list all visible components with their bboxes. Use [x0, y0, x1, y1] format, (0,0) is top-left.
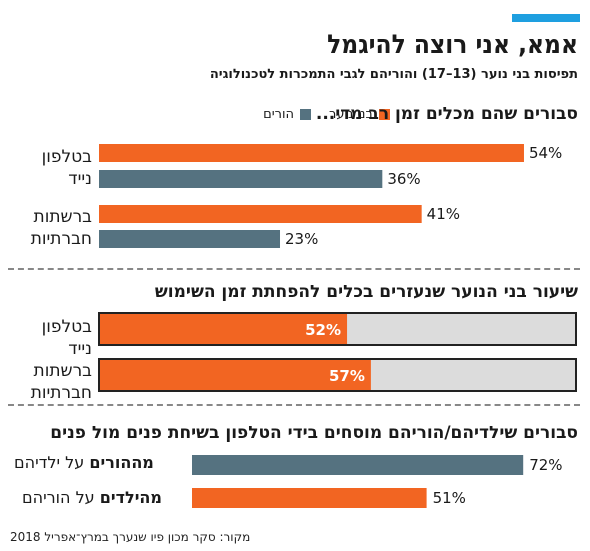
s2-category-social: ברשתות חברתיות	[8, 360, 92, 404]
bar-s1-teens-0	[99, 144, 524, 162]
s3-row-children-bold: מהילדים	[99, 488, 162, 507]
section1-title-pre: סבורים ש	[504, 104, 578, 124]
label-s1-teens-1: 41%	[427, 205, 460, 223]
legend-swatch-parents	[300, 109, 312, 120]
legend-item-parents: הורים	[263, 107, 312, 122]
s3-row-parents-label: מההורים על ילדיהם	[14, 453, 154, 472]
bar-s1-parents-0	[99, 170, 383, 188]
label-s1-parents-1: 23%	[285, 230, 318, 248]
legend-label-parents: הורים	[263, 107, 295, 122]
s2-category-phone: בטלפון נייד	[8, 316, 92, 360]
label-s2-1: 57%	[329, 367, 365, 385]
s3-row-children-rest: על הוריהם	[22, 488, 100, 507]
section1-title-post: מכלים זמן רב מדי...	[315, 104, 481, 124]
s1-category-social: ברשתות חברתיות	[8, 206, 92, 250]
label-s1-teens-0: 54%	[529, 144, 562, 162]
s2-category-social-line1: ברשתות	[33, 361, 92, 381]
bar-s2-1	[100, 360, 371, 390]
divider-2	[8, 404, 580, 406]
s1-category-phone: בטלפון נייד	[8, 146, 92, 190]
bar-s1-teens-1	[99, 205, 422, 223]
page-title: אמא, אני רוצה להיגמל	[327, 30, 578, 60]
label-s3-0: 72%	[529, 456, 562, 474]
s2-category-phone-line2: נייד	[68, 339, 92, 359]
bar-s2-0	[100, 314, 348, 344]
section3-title: סבורים שילדיהם/הוריהם מוסחים בידי הטלפון…	[50, 423, 578, 443]
legend-label-teens: בני נוער	[329, 107, 373, 122]
s2-category-social-line2: חברתיות	[30, 383, 92, 403]
label-s3-1: 51%	[433, 489, 466, 507]
legend-item-teens: בני נוער	[329, 107, 390, 122]
section2-title: שיעור בני הנוער שנעזרים בכלים להפחתת זמן…	[154, 282, 578, 302]
section1-title-bold: הם	[480, 104, 505, 124]
s1-category-social-line1: ברשתות	[33, 207, 92, 227]
source-note: מקור: סקר מכון פיו שנערך במרץ־אפריל 2018	[10, 530, 251, 544]
s3-row-children-label: מהילדים על הוריהם	[22, 488, 162, 507]
legend-swatch-teens	[379, 109, 390, 120]
accent-bar	[512, 14, 580, 22]
s1-category-social-line2: חברתיות	[30, 229, 92, 249]
bar-s1-parents-1	[99, 230, 281, 248]
legend: בני נוער הורים	[263, 107, 390, 122]
divider-1	[8, 268, 580, 270]
section1-title: סבורים שהם מכלים זמן רב מדי...	[316, 104, 578, 124]
bar-s3-1	[192, 488, 427, 508]
s3-row-parents-bold: מההורים	[89, 453, 154, 472]
label-s1-parents-0: 36%	[387, 170, 420, 188]
s2-category-phone-line1: בטלפון	[41, 317, 92, 337]
s3-row-parents-rest: על ילדיהם	[14, 453, 90, 472]
s1-category-phone-line2: נייד	[68, 169, 92, 189]
page-subtitle: תפיסות בני נוער (13–17) והוריהם לגבי התמ…	[209, 67, 578, 82]
bar-s3-0	[192, 455, 524, 475]
label-s2-0: 52%	[305, 321, 341, 339]
s1-category-phone-line1: בטלפון	[41, 147, 92, 167]
